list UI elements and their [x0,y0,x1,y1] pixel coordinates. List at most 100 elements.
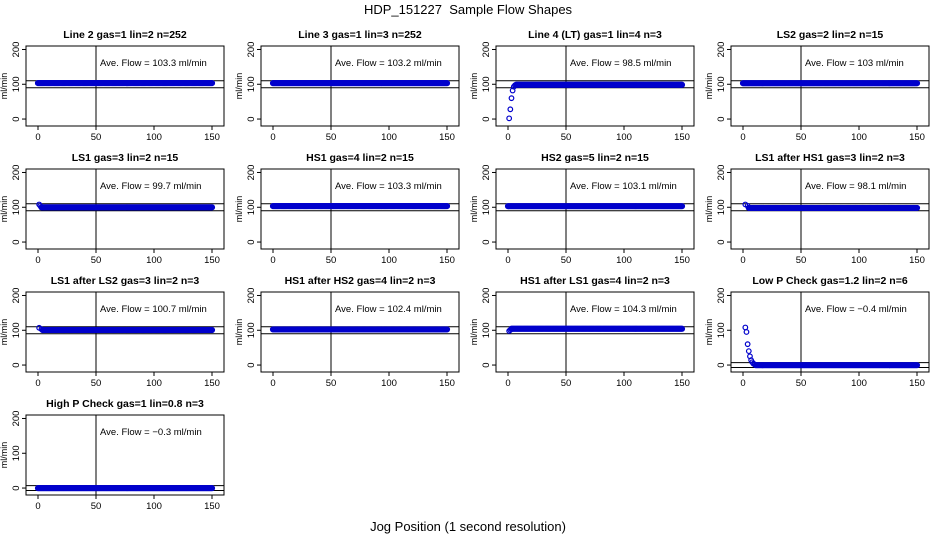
average-flow-annotation: Ave. Flow = 103.3 ml/min [335,181,442,192]
y-tick-label: 0 [246,116,257,121]
data-point [208,326,216,334]
average-flow-annotation: Ave. Flow = 103 ml/min [805,58,904,69]
x-tick-label: 0 [505,255,510,266]
data-point [743,329,750,335]
y-axis-label: ml/min [234,196,244,223]
y-tick-label: 0 [11,116,22,121]
data-point [443,80,451,87]
y-tick-label: 0 [716,116,727,121]
average-flow-annotation: Ave. Flow = 104.3 ml/min [570,304,677,315]
x-tick-label: 150 [204,132,220,143]
x-tick-label: 100 [146,378,162,389]
average-flow-annotation: Ave. Flow = −0.3 ml/min [100,427,202,438]
y-tick-label: 0 [246,239,257,244]
y-tick-label: 0 [481,362,492,367]
y-tick-label: 100 [716,322,727,338]
x-tick-label: 50 [326,255,337,266]
panel-7: HS2 gas=5 lin=2 n=15 0 50 100 150 0 100 200 ml/m… [469,152,695,266]
panel-6: HS1 gas=4 lin=2 n=15 0 50 100 150 0 100 200 ml/m… [234,152,460,266]
y-tick-label: 100 [246,199,257,215]
plot-frame [260,45,460,127]
x-tick-label: 100 [851,255,867,266]
y-tick-label: 100 [11,322,22,338]
y-tick-label: 200 [481,42,492,58]
y-tick-label: 100 [481,199,492,215]
y-tick-label: 0 [246,362,257,367]
panel-5: LS1 gas=3 lin=2 n=15 0 50 100 150 0 100 200 ml/m… [0,152,225,266]
data-point [507,106,514,113]
x-tick-label: 50 [796,255,807,266]
data-point [678,81,686,88]
x-tick-label: 50 [326,378,337,389]
panel-title: HS2 gas=5 lin=2 n=15 [541,152,649,164]
panel-title: HS1 gas=4 lin=2 n=15 [306,152,414,164]
x-tick-label: 50 [796,378,807,389]
data-point [913,80,921,87]
average-flow-annotation: Ave. Flow = 103.3 ml/min [100,58,207,69]
x-tick-label: 50 [91,132,102,143]
x-tick-label: 150 [909,255,925,266]
y-tick-label: 0 [11,485,22,490]
panel-10: HS1 after HS2 gas=4 lin=2 n=3 0 50 100 150 0 1… [234,275,460,389]
y-axis-label: ml/min [0,196,9,223]
x-tick-label: 100 [851,132,867,143]
y-tick-label: 200 [11,411,22,427]
data-point [208,485,216,492]
figure-x-axis-title: Jog Position (1 second resolution) [370,519,566,534]
x-tick-label: 100 [381,132,397,143]
x-tick-label: 50 [561,378,572,389]
y-axis-label: ml/min [704,319,714,346]
panel-4: LS2 gas=2 lin=2 n=15 0 50 100 150 0 100 200 ml/m… [704,29,930,143]
average-flow-annotation: Ave. Flow = −0.4 ml/min [805,304,907,315]
x-tick-label: 100 [616,132,632,143]
x-tick-label: 150 [439,132,455,143]
panel-11: HS1 after LS1 gas=4 lin=2 n=3 0 50 100 150 0 1… [469,275,695,389]
y-tick-label: 100 [246,76,257,92]
plot-frame [730,45,930,127]
x-tick-label: 100 [146,132,162,143]
x-tick-label: 150 [674,132,690,143]
panel-1: Line 2 gas=1 lin=2 n=252 0 50 100 150 0 100 200… [0,29,225,143]
data-point [678,203,686,210]
data-point [742,324,749,331]
panel-9: LS1 after LS2 gas=3 lin=2 n=3 0 50 100 150 0 1… [0,275,225,389]
x-tick-label: 0 [505,132,510,143]
average-flow-annotation: Ave. Flow = 98.5 ml/min [570,58,671,69]
y-tick-label: 200 [481,165,492,181]
panel-title: HS1 after HS2 gas=4 lin=2 n=3 [285,275,436,287]
data-point [443,326,451,333]
y-axis-label: ml/min [0,73,9,100]
data-point [678,325,686,332]
x-tick-label: 50 [561,255,572,266]
panel-title: High P Check gas=1 lin=0.8 n=3 [46,398,204,410]
plot-frame [25,168,225,250]
y-axis-label: ml/min [704,196,714,223]
x-tick-label: 100 [146,255,162,266]
x-tick-label: 0 [35,378,40,389]
average-flow-annotation: Ave. Flow = 103.2 ml/min [335,58,442,69]
y-tick-label: 100 [11,199,22,215]
average-flow-annotation: Ave. Flow = 100.7 ml/min [100,304,207,315]
y-tick-label: 200 [716,288,727,304]
panel-2: Line 3 gas=1 lin=3 n=252 0 50 100 150 0 100 200… [234,29,460,143]
x-tick-label: 0 [35,255,40,266]
y-axis-label: ml/min [0,319,9,346]
x-tick-label: 0 [35,132,40,143]
x-tick-label: 100 [381,255,397,266]
panel-title: Line 3 gas=1 lin=3 n=252 [298,29,422,41]
x-tick-label: 0 [270,132,275,143]
y-tick-label: 200 [716,42,727,58]
y-tick-label: 200 [481,288,492,304]
y-tick-label: 0 [481,116,492,121]
x-tick-label: 150 [909,378,925,389]
y-axis-label: ml/min [469,196,479,223]
data-point [745,348,752,355]
plot-frame [730,168,930,250]
x-tick-label: 0 [505,378,510,389]
x-tick-label: 50 [796,132,807,143]
y-tick-label: 200 [11,42,22,58]
y-tick-label: 200 [11,165,22,181]
y-tick-label: 100 [716,199,727,215]
x-tick-label: 50 [91,378,102,389]
y-axis-label: ml/min [234,319,244,346]
